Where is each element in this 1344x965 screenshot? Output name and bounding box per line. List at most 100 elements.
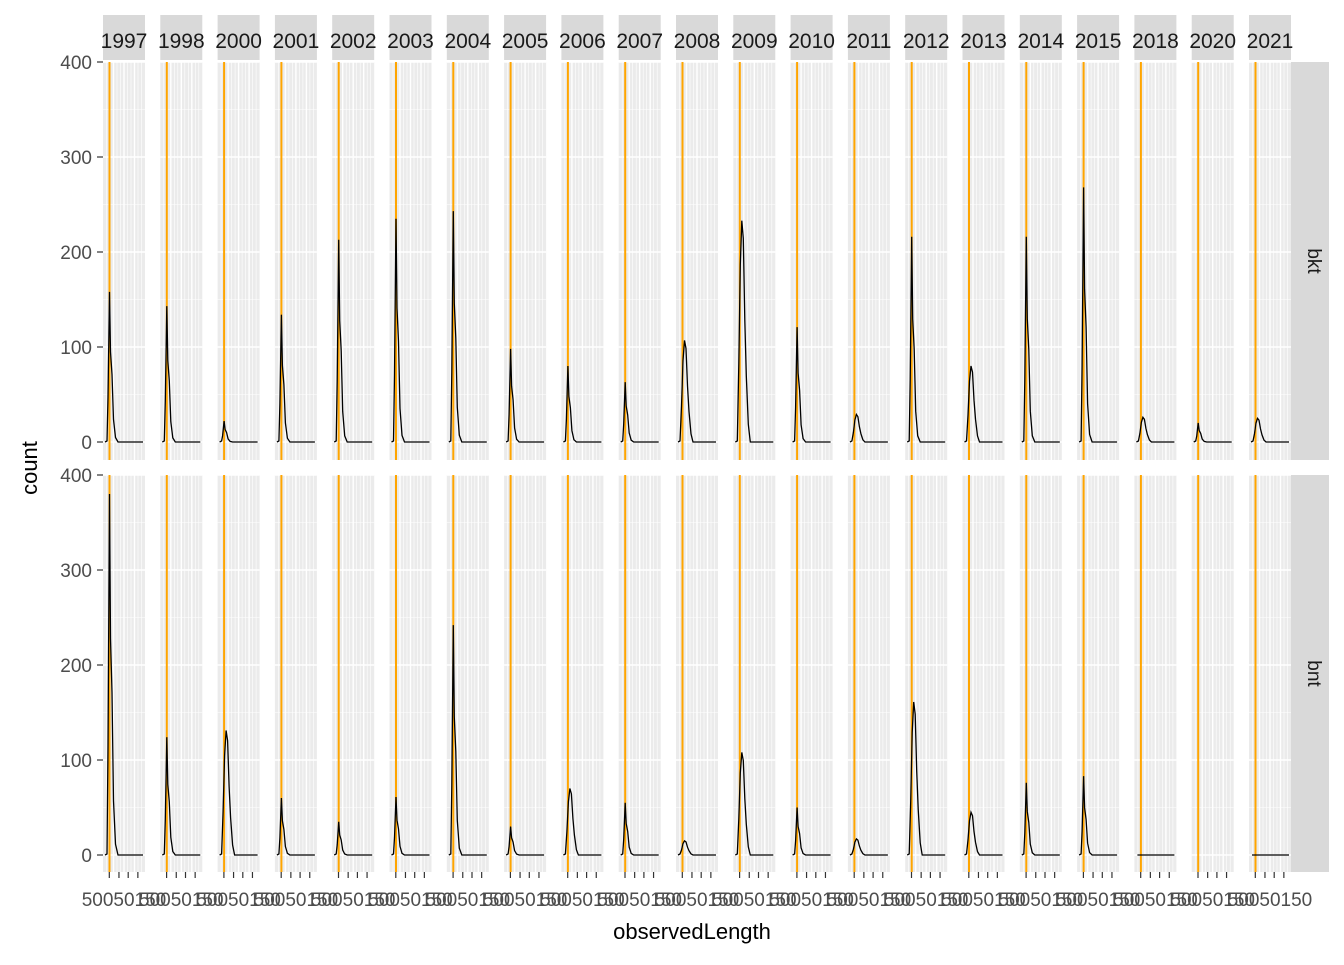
- facet-strip-2001: [274, 15, 317, 60]
- facet-label-2015: 2015: [1075, 30, 1122, 53]
- series-line-bnt-2015: [1078, 776, 1118, 856]
- facet-strip-2012: [905, 15, 948, 60]
- facet-strip-2006: [561, 15, 604, 60]
- x-tick-label: 50050150: [1056, 890, 1141, 911]
- facet-strip-2014: [1019, 15, 1062, 60]
- facet-label-1998: 1998: [158, 30, 205, 53]
- series-line-bnt-2014: [1021, 782, 1060, 856]
- facet-label-2004: 2004: [444, 30, 491, 53]
- series-line-bkt-2000: [219, 421, 258, 443]
- series-line-bnt-2009: [735, 752, 774, 856]
- series-line-bkt-2004: [448, 211, 487, 443]
- y-tick-label: 300: [60, 561, 92, 582]
- series-line-bkt-1997: [104, 291, 143, 443]
- facet-strip-2002: [332, 15, 375, 60]
- facet-label-2020: 2020: [1189, 30, 1236, 53]
- series-line-bkt-2015: [1078, 187, 1118, 443]
- facet-label-bkt: bkt: [1303, 248, 1324, 274]
- facet-strip-bnt: [1287, 475, 1329, 872]
- facet-label-2009: 2009: [731, 30, 778, 53]
- facet-strip-2021: [1249, 15, 1291, 60]
- series-line-bnt-2008: [677, 839, 716, 856]
- facet-strip-2018: [1134, 15, 1177, 60]
- series-line-bnt-2011: [849, 837, 888, 856]
- facet-strip-2000: [217, 15, 260, 60]
- series-line-bkt-2006: [563, 365, 602, 443]
- facet-label-2011: 2011: [846, 30, 891, 53]
- y-tick-label: 300: [60, 148, 92, 169]
- x-tick-label: 50050150: [827, 890, 912, 911]
- series-line-bnt-2000: [219, 730, 258, 856]
- facet-label-2006: 2006: [559, 30, 606, 53]
- facet-label-2010: 2010: [788, 30, 835, 53]
- y-tick-label: 200: [60, 243, 92, 264]
- series-line-bkt-2009: [735, 220, 774, 443]
- facet-label-2001: 2001: [273, 30, 320, 53]
- facet-label-2008: 2008: [674, 30, 721, 53]
- series-line-bkt-2018: [1136, 415, 1175, 443]
- x-tick-label: 50050150: [769, 890, 854, 911]
- series-line-bnt-2010: [792, 807, 831, 856]
- facet-label-2013: 2013: [960, 30, 1007, 53]
- facet-strip-2003: [389, 15, 432, 60]
- series-line-bkt-2020: [1193, 422, 1232, 443]
- series-line-bnt-2012: [906, 701, 946, 856]
- series-line-bkt-2013: [964, 365, 1003, 443]
- x-tick-label: 50050150: [540, 890, 625, 911]
- series-line-bkt-2021: [1250, 416, 1289, 443]
- facet-strip-2005: [504, 15, 547, 60]
- series-line-bnt-1997: [104, 493, 143, 856]
- series-line-bnt-2002: [333, 821, 373, 856]
- x-axis-label: observedLength: [613, 919, 771, 944]
- x-tick-label: 50050150: [1113, 890, 1198, 911]
- facet-strip-bkt: [1287, 62, 1329, 460]
- x-tick-label: 50050150: [426, 890, 511, 911]
- series-line-bkt-2005: [505, 348, 545, 443]
- facet-strip-2004: [446, 15, 489, 60]
- series-line-bkt-1998: [162, 306, 201, 443]
- series-line-bnt-2004: [448, 625, 487, 856]
- facet-strip-2010: [790, 15, 833, 60]
- x-tick-label: 50050150: [884, 890, 969, 911]
- facet-strip-2008: [676, 15, 718, 60]
- x-tick-label: 50050150: [368, 890, 453, 911]
- series-line-bnt-2006: [563, 788, 602, 856]
- facet-strip-1998: [160, 15, 203, 60]
- series-line-bkt-2003: [391, 218, 430, 443]
- x-tick-label: 50050150: [1228, 890, 1313, 911]
- y-tick-label: 400: [60, 466, 92, 487]
- x-tick-label: 50050150: [1170, 890, 1255, 911]
- y-tick-label: 0: [81, 433, 92, 454]
- facet-label-2005: 2005: [502, 30, 549, 53]
- x-tick-label: 50050150: [999, 890, 1084, 911]
- x-tick-label: 50050150: [597, 890, 682, 911]
- series-line-bkt-2014: [1021, 236, 1060, 443]
- series-line-bkt-2002: [333, 239, 373, 443]
- facet-strip-2011: [847, 15, 890, 60]
- y-tick-label: 100: [60, 338, 92, 359]
- x-tick-label: 50050150: [655, 890, 740, 911]
- series-line-bkt-2007: [620, 382, 659, 443]
- y-tick-label: 0: [81, 846, 92, 867]
- y-tick-label: 400: [60, 53, 92, 74]
- facet-strip-2009: [733, 15, 776, 60]
- x-tick-label: 50050150: [82, 890, 167, 911]
- series-line-bkt-2011: [849, 412, 888, 443]
- facet-strip-1997: [103, 15, 145, 60]
- x-tick-label: 50050150: [139, 890, 224, 911]
- series-line-bkt-2012: [906, 236, 946, 443]
- facet-label-1997: 1997: [101, 30, 148, 53]
- facet-label-2003: 2003: [387, 30, 434, 53]
- series-line-bnt-2013: [964, 810, 1003, 856]
- x-tick-label: 50050150: [196, 890, 281, 911]
- series-line-bkt-2008: [677, 340, 716, 443]
- facet-strip-2020: [1191, 15, 1234, 60]
- facet-label-2002: 2002: [330, 30, 377, 53]
- x-tick-label: 50050150: [254, 890, 339, 911]
- facet-strip-2007: [618, 15, 661, 60]
- facet-label-2000: 2000: [215, 30, 262, 53]
- x-tick-label: 50050150: [712, 890, 797, 911]
- facet-label-2018: 2018: [1132, 30, 1179, 53]
